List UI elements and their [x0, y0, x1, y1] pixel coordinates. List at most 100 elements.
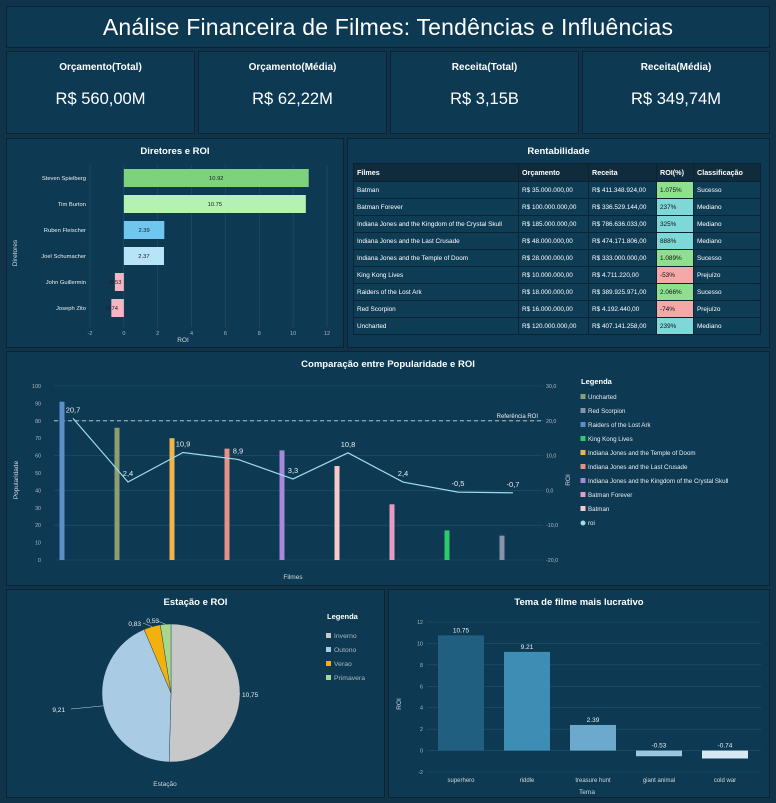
roi-line[interactable]: 20,7 2,4 10,9 8,9 3,3 10,8 2,4 -0,5 -0,7 — [66, 405, 520, 494]
table-row[interactable]: King Kong Lives R$ 10.000.000,00 R$ 4.711.… — [353, 266, 761, 284]
column-header-budget[interactable]: Orçamento — [518, 163, 589, 182]
directors-roi-panel[interactable]: Diretores e ROI -2 0 2 4 6 8 10 12 Steven Spiel… — [6, 138, 344, 348]
legend-item-king-kong-lives[interactable]: King Kong Lives — [588, 436, 633, 443]
bar-steven-spielberg[interactable] — [123, 169, 309, 187]
y-axis-title: ROI — [396, 698, 403, 710]
cell-film: Indiana Jones and the Kingdom of the Cry… — [353, 215, 519, 233]
table-row[interactable]: Batman R$ 35.000.000,00 R$ 411.348.924,00 1… — [353, 181, 761, 199]
theme-roi-panel[interactable]: Tema de filme mais lucrativo -2 0 2 4 6 8 10 12… — [388, 589, 770, 798]
bar-riddle[interactable] — [504, 651, 550, 751]
pie-slices[interactable] — [101, 623, 241, 763]
data-label: 10.75 — [208, 202, 223, 208]
bar-indiana-jones-and-the-kingdom-of-the-crystal-skull[interactable] — [224, 448, 230, 560]
bar-cold-war[interactable] — [702, 750, 748, 759]
y-tick-label: 70 — [35, 436, 41, 442]
kpi-value: R$ 560,00M — [55, 90, 146, 108]
data-label: -0.53 — [108, 280, 121, 286]
kpi-card-revenue-total[interactable]: Receita(Total) R$ 3,15B — [390, 51, 579, 134]
column-header-roi[interactable]: ROI(%) — [656, 163, 694, 182]
kpi-value: R$ 349,74M — [631, 90, 721, 108]
bar-indiana-jones-and-the-temple-of-doom[interactable] — [169, 438, 175, 560]
table-row[interactable]: Indiana Jones and the Temple of Doom R$ 2… — [353, 249, 761, 267]
column-header-revenue[interactable]: Receita — [588, 163, 657, 182]
roi-data-label: 10,9 — [176, 439, 191, 448]
y-tick-label: -2 — [418, 770, 423, 776]
table-row[interactable]: Indiana Jones and the Kingdom of the Cry… — [353, 215, 761, 233]
table-row[interactable]: Batman Forever R$ 100.000.000,00 R$ 336.52… — [353, 198, 761, 216]
roi-data-label: -0,7 — [507, 480, 520, 489]
table-row[interactable]: Uncharted R$ 120.000.000,00 R$ 407.141.258… — [353, 317, 761, 335]
x-tick-label: cold war — [714, 778, 736, 784]
table-row[interactable]: Red Scorpion R$ 16.000.000,00 R$ 4.192.440… — [353, 300, 761, 318]
legend-title: Legenda — [327, 612, 359, 621]
y2-tick-label: 10,0 — [546, 454, 556, 460]
cell-revenue: R$ 4.192.440,00 — [588, 300, 657, 318]
cell-roi: 2.066% — [656, 283, 694, 301]
y-tick-label: 10 — [35, 541, 41, 547]
table-row[interactable]: Indiana Jones and the Last Crusade R$ 48.… — [353, 232, 761, 250]
legend-item-primavera[interactable]: Primavera — [334, 675, 365, 682]
bar-giant-animal[interactable] — [636, 750, 682, 757]
table-row[interactable]: Raiders of the Lost Ark R$ 18.000.000,00 R… — [353, 283, 761, 301]
pie-slice-inverno[interactable] — [168, 623, 241, 763]
cell-revenue: R$ 389.925.971,00 — [588, 283, 657, 301]
popularity-roi-panel[interactable]: Comparação entre Popularidade e ROI 0 10 2… — [6, 351, 770, 586]
season-roi-panel[interactable]: Estação e ROI 10,75 9,21 0,83 0,53 Legenda I… — [6, 589, 385, 798]
legend-item-indiana-jones-and-the-last-crusade[interactable]: Indiana Jones and the Last Crusade — [588, 464, 688, 471]
cell-budget: R$ 120.000.000,00 — [518, 317, 589, 335]
cell-classification: Mediano — [693, 317, 761, 335]
bar-treasure-hunt[interactable] — [570, 724, 616, 751]
x-tick-label: 12 — [324, 331, 330, 337]
pie-data-label: 10,75 — [242, 692, 259, 699]
legend-item-roi[interactable]: roi — [588, 520, 595, 527]
rentabilidade-panel[interactable]: Rentabilidade Filmes Orçamento Receita R… — [347, 138, 770, 348]
bar-uncharted[interactable] — [279, 450, 285, 560]
bar-tim-burton[interactable] — [123, 195, 306, 213]
legend-item-outono[interactable]: Outono — [334, 647, 357, 654]
chart-legend[interactable]: Legenda Inverno Outono Verao Primavera — [326, 612, 365, 682]
bar-indiana-jones-and-the-last-crusade[interactable] — [114, 427, 120, 560]
legend-item-indiana-jones-and-the-temple-of-doom[interactable]: Indiana Jones and the Temple of Doom — [588, 450, 696, 457]
chart-bars[interactable]: 10.75 superhero 9.21 riddle 2.39 treasure hun… — [438, 627, 748, 784]
bar-red-scorpion[interactable] — [499, 535, 505, 560]
cell-budget: R$ 16.000.000,00 — [518, 300, 589, 318]
column-header-classification[interactable]: Classificação — [693, 163, 761, 182]
bar-joseph-zito[interactable] — [111, 299, 124, 317]
bar-john-guillermin[interactable] — [114, 273, 124, 291]
legend-item-uncharted[interactable]: Uncharted — [588, 394, 617, 401]
chart-bars[interactable] — [59, 401, 505, 560]
y2-tick-label: 0,0 — [546, 488, 553, 494]
x-tick-label: 10 — [290, 331, 296, 337]
roi-data-label: 8,9 — [233, 446, 243, 455]
x-tick-label: superhero — [447, 778, 475, 784]
kpi-card-budget-total[interactable]: Orçamento(Total) R$ 560,00M — [6, 51, 195, 134]
legend-item-raiders-of-the-lost-ark[interactable]: Raiders of the Lost Ark — [588, 422, 651, 429]
y-tick-label: 12 — [417, 620, 423, 626]
legend-item-indiana-jones-and-the-kingdom-of-the-crystal-skull[interactable]: Indiana Jones and the Kingdom of the Cry… — [588, 478, 728, 485]
cell-revenue: R$ 786.636.033,00 — [588, 215, 657, 233]
chart-bars[interactable]: Steven Spielberg 10.92 Tim Burton 10.75 Rube… — [41, 169, 309, 317]
bar-batman[interactable] — [334, 466, 340, 560]
kpi-card-budget-average[interactable]: Orçamento(Média) R$ 62,22M — [198, 51, 387, 134]
legend-item-red-scorpion[interactable]: Red Scorpion — [588, 408, 626, 415]
bar-superhero[interactable] — [438, 635, 484, 751]
bar-raiders-of-the-lost-ark[interactable] — [59, 401, 65, 560]
legend-item-verao[interactable]: Verao — [334, 661, 352, 668]
legend-item-inverno[interactable]: Inverno — [334, 633, 357, 640]
chart-axes: 0 10 20 30 40 50 60 70 80 90 100 -20,0 -10,0 0,0 10,0 2… — [32, 384, 558, 564]
bar-batman-forever[interactable] — [389, 504, 395, 560]
chart-legend[interactable]: Legenda Uncharted Red Scorpion Raiders of t… — [580, 377, 729, 527]
rentabilidade-table: Filmes Orçamento Receita ROI(%) Classifi… — [353, 163, 761, 335]
roi-data-label: 3,3 — [288, 466, 298, 475]
column-header-films[interactable]: Filmes — [353, 163, 519, 182]
dashboard-title: Análise Financeira de Filmes: Tendências… — [6, 6, 770, 48]
bar-king-kong-lives[interactable] — [444, 530, 450, 560]
roi-series-line[interactable] — [72, 417, 514, 494]
roi-data-label: 2,4 — [123, 469, 133, 478]
legend-item-batman-forever[interactable]: Batman Forever — [588, 492, 632, 499]
bar-joel-schumacher[interactable] — [123, 247, 164, 265]
y-tick-label: 8 — [420, 663, 423, 669]
bar-ruben-fleischer[interactable] — [123, 221, 165, 239]
kpi-card-revenue-average[interactable]: Receita(Média) R$ 349,74M — [582, 51, 770, 134]
legend-item-batman[interactable]: Batman — [588, 506, 610, 513]
